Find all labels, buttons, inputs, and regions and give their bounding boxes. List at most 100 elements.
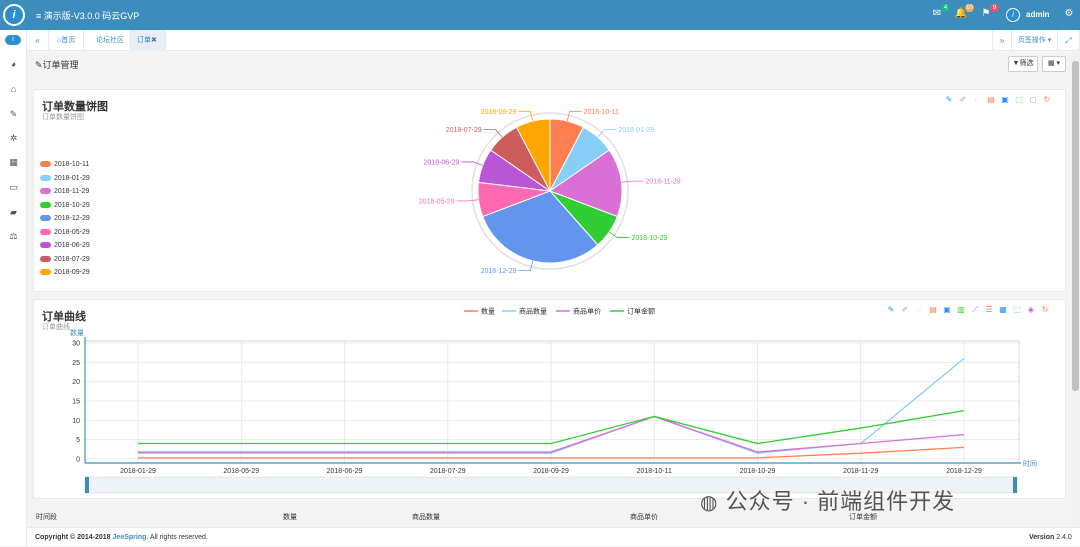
legend-label: 2018-10-29 bbox=[54, 201, 90, 209]
logo[interactable]: i bbox=[3, 4, 25, 26]
brand-link[interactable]: JeeSpring bbox=[112, 534, 147, 541]
fullscreen-icon[interactable]: ⤢ bbox=[1058, 30, 1080, 51]
line-toolbox: ✎ ✐ ◌ ▤ ▣ ▥ ⟋ ☰ ▦ ⬚ ◈ ↻ bbox=[886, 305, 1050, 315]
pie-legend-item[interactable]: 2018-10-29 bbox=[40, 202, 90, 212]
legend-swatch bbox=[40, 188, 51, 195]
pie-slice-label: 2018-07-29 bbox=[446, 127, 482, 134]
save-image-icon[interactable]: ▣ bbox=[1001, 95, 1009, 104]
copyright: Copyright © 2014-2018 JeeSpring. All rig… bbox=[35, 528, 208, 547]
edit-icon: ✎ bbox=[35, 60, 43, 70]
pie-legend-item[interactable]: 2018-01-29 bbox=[40, 175, 90, 185]
edit-icon[interactable]: ✎ bbox=[9, 109, 18, 119]
sidebar-user-icon[interactable]: i bbox=[5, 35, 21, 45]
mark-icon[interactable]: ✎ bbox=[945, 95, 953, 104]
avatar[interactable]: i bbox=[1006, 8, 1020, 22]
col-order-amount[interactable]: 订单金额 bbox=[849, 514, 877, 521]
x-axis-title: 时间 bbox=[1023, 459, 1037, 468]
zoom-icon[interactable]: ◻ bbox=[1029, 95, 1037, 104]
col-count[interactable]: 数量 bbox=[283, 514, 297, 521]
bell-icon[interactable]: 🔔 10 bbox=[954, 4, 974, 19]
col-unit-price[interactable]: 商品单价 bbox=[630, 514, 658, 521]
x-tick-label: 2018-05-29 bbox=[223, 468, 259, 475]
tab-scroll-left-icon[interactable]: « bbox=[27, 30, 49, 51]
save-image-icon[interactable]: ▣ bbox=[943, 305, 951, 314]
zoom-icon[interactable]: ◈ bbox=[1027, 305, 1035, 314]
mark-undo-icon[interactable]: ✐ bbox=[959, 95, 967, 104]
legend-label: 2018-10-11 bbox=[54, 161, 90, 168]
legend-label: 2018-12-29 bbox=[54, 215, 90, 222]
filter-label: 筛选 bbox=[1019, 60, 1034, 67]
line-legend-label: 商品数量 bbox=[519, 307, 547, 316]
series-line bbox=[138, 415, 965, 453]
grid-icon[interactable]: ▦ bbox=[9, 157, 18, 167]
legend-swatch bbox=[40, 174, 51, 181]
app-title[interactable]: ≡ 演示版-V3.0.0 码云GVP bbox=[36, 11, 140, 21]
username[interactable]: admin bbox=[1026, 10, 1050, 19]
dashboard-icon[interactable]: ◕ bbox=[10, 59, 17, 69]
line-chart-icon[interactable]: ⟋ bbox=[972, 305, 978, 314]
line-chart-svg: 数量 商品数量 商品单价 订单金额 0 5 10 15 20 25 30 2018-01-29 2018… bbox=[70, 307, 1037, 494]
pie-legend-item[interactable]: 2018-12-29 bbox=[40, 215, 90, 225]
grid-view-button[interactable]: ▦ ▾ bbox=[1042, 56, 1066, 72]
filter-button[interactable]: ▼筛选 bbox=[1008, 56, 1038, 72]
datazoom-handle-right bbox=[1013, 477, 1017, 493]
legend-label: 2018-09-29 bbox=[54, 269, 90, 276]
legend-swatch bbox=[40, 269, 51, 276]
page-ops-dropdown[interactable]: 页签操作 ▾ bbox=[1012, 30, 1058, 51]
pie-legend-item[interactable]: 2018-05-29 bbox=[40, 229, 90, 239]
x-tick-label: 2018-01-29 bbox=[120, 468, 156, 475]
tab-home[interactable]: ⌂首页 bbox=[49, 30, 85, 51]
settings-icon[interactable]: ⚙ bbox=[1064, 8, 1074, 19]
mail-badge: 4 bbox=[941, 4, 950, 12]
pie-slice bbox=[515, 118, 551, 192]
refresh-icon[interactable]: ↻ bbox=[1043, 95, 1051, 104]
mark-icon[interactable]: ✎ bbox=[887, 305, 895, 314]
data-view-icon[interactable]: ▤ bbox=[987, 95, 995, 104]
y-axis-title: 数量 bbox=[70, 328, 84, 337]
line-legend-label: 订单金额 bbox=[627, 307, 655, 316]
tab-order[interactable]: 订单✖ bbox=[129, 30, 166, 51]
monitor-icon[interactable]: ▭ bbox=[9, 182, 18, 192]
map-icon[interactable]: ▰ bbox=[10, 207, 17, 217]
restore-icon[interactable]: ⬚ bbox=[1015, 95, 1023, 104]
mail-icon[interactable]: ✉ 4 bbox=[930, 4, 950, 22]
tab-scroll-right-icon[interactable]: » bbox=[992, 30, 1012, 51]
pie-legend-item[interactable]: 2018-10-11 bbox=[40, 161, 89, 171]
flag-icon[interactable]: ⚑ 9 bbox=[979, 4, 999, 22]
pie-slice-label: 2018-10-11 bbox=[584, 109, 619, 116]
pie-outer-ring bbox=[471, 112, 629, 270]
copyright-text: Copyright © 2014-2018 bbox=[35, 534, 113, 541]
pie-legend-item[interactable]: 2018-09-29 bbox=[40, 269, 90, 279]
stack-icon[interactable]: ☰ bbox=[985, 305, 993, 314]
pie-slice-label: 2018-09-29 bbox=[481, 109, 517, 116]
scrollbar-thumb[interactable] bbox=[1072, 61, 1079, 391]
col-goods-count[interactable]: 商品数量 bbox=[412, 514, 440, 521]
bar-chart-icon[interactable]: ▥ bbox=[957, 305, 965, 314]
col-period[interactable]: 时间段 bbox=[36, 514, 57, 521]
legend-label: 2018-06-29 bbox=[54, 242, 90, 249]
mark-clear-icon[interactable]: ◌ bbox=[974, 95, 980, 104]
balance-icon[interactable]: ⚖ bbox=[9, 231, 18, 241]
pie-label-line bbox=[461, 161, 483, 166]
gear-icon[interactable]: ✲ bbox=[9, 133, 18, 143]
mark-undo-icon[interactable]: ✐ bbox=[901, 305, 909, 314]
legend-swatch bbox=[40, 228, 51, 235]
mark-clear-icon[interactable]: ◌ bbox=[916, 305, 922, 314]
pie-legend-item[interactable]: 2018-06-29 bbox=[40, 242, 90, 252]
restore-icon[interactable]: ⬚ bbox=[1013, 305, 1021, 314]
tab-bar: « ⌂首页 论坛社区 订单✖ » 页签操作 ▾ ⤢ bbox=[27, 30, 1080, 51]
data-view-icon[interactable]: ▤ bbox=[929, 305, 937, 314]
legend-swatch bbox=[40, 242, 51, 249]
wechat-icon: ◍ bbox=[700, 492, 719, 514]
tab-forum[interactable]: 论坛社区 bbox=[88, 30, 133, 51]
pie-legend-item[interactable]: 2018-11-29 bbox=[40, 188, 89, 198]
tiled-icon[interactable]: ▦ bbox=[999, 305, 1007, 314]
pie-legend-item[interactable]: 2018-07-29 bbox=[40, 256, 90, 266]
page-scrollbar[interactable] bbox=[1071, 51, 1080, 527]
y-tick-label: 25 bbox=[72, 360, 80, 367]
pie-slice-label: 2018-12-29 bbox=[481, 268, 517, 275]
home-icon[interactable]: ⌂ bbox=[10, 84, 17, 94]
main-content: ✎订单管理 ▼筛选 ▦ ▾ 订单数量饼图 订单数量饼图 ✎ ✐ ◌ ▤ ▣ ⬚ … bbox=[27, 51, 1071, 527]
x-tick-label: 2018-12-29 bbox=[946, 468, 982, 475]
refresh-icon[interactable]: ↻ bbox=[1041, 305, 1049, 314]
